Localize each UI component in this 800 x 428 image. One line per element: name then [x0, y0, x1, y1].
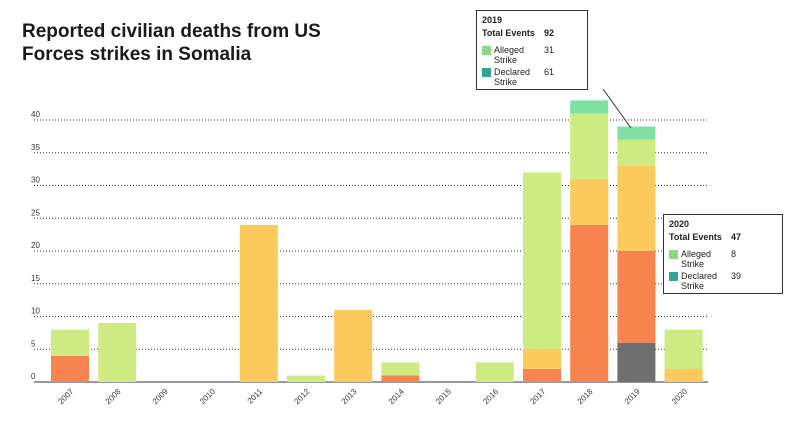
y-tick-label: 40 — [31, 110, 40, 119]
y-tick-label: 20 — [31, 241, 40, 250]
tooltip-declared-label: Declared Strike — [494, 67, 531, 87]
tooltip-year: 2019 — [482, 15, 503, 25]
bar-segment-2019 — [617, 165, 656, 251]
bar-segment-2018 — [570, 224, 609, 382]
tooltip-total-value: 47 — [731, 232, 742, 242]
tooltip-2019: 2019 Total Events 92 Alleged Strike 31 D… — [476, 10, 588, 90]
tooltip-2020: 2020 Total Events 47 Alleged Strike 8 De… — [663, 214, 783, 294]
bar-segment-2014 — [381, 375, 420, 382]
x-tick-label: 2020 — [670, 387, 689, 406]
bar-segment-2016 — [475, 362, 514, 382]
x-tick-label: 2018 — [576, 387, 595, 406]
x-tick-label: 2012 — [292, 387, 311, 406]
bar-segment-2018 — [570, 100, 609, 114]
x-axis-ticks: 2007 2008 2009 2010 2011 2012 2013 2014 2015 2016… — [56, 387, 689, 406]
declared-swatch — [669, 272, 678, 281]
bar-segment-2019 — [617, 342, 656, 382]
x-tick-label: 2016 — [481, 387, 500, 406]
bar-segment-2018 — [570, 178, 609, 225]
x-tick-label: 2014 — [387, 387, 406, 406]
bar-segment-2007 — [51, 355, 89, 382]
tooltip-declared-value: 39 — [731, 271, 742, 281]
chart-title: Reported civilian deaths from US Forces … — [22, 21, 321, 65]
x-tick-label: 2007 — [56, 387, 75, 406]
x-tick-label: 2008 — [104, 387, 123, 406]
declared-swatch — [482, 68, 491, 77]
y-tick-label: 0 — [31, 372, 36, 381]
bar-segment-2019 — [617, 251, 656, 343]
tooltip-connector — [602, 88, 632, 129]
bar-segment-2019 — [617, 139, 656, 166]
bar-segment-2020 — [664, 368, 703, 382]
bar-segment-2020 — [664, 329, 703, 369]
tooltip-total-label: Total Events — [669, 232, 722, 242]
x-tick-label: 2019 — [623, 387, 642, 406]
x-tick-label: 2011 — [246, 387, 265, 406]
tooltip-total-value: 92 — [544, 28, 555, 38]
bar-segment-2007 — [51, 329, 89, 356]
x-tick-label: 2009 — [151, 387, 170, 406]
y-tick-label: 15 — [31, 274, 40, 283]
y-axis-ticks: 0 5 10 15 20 25 30 35 40 — [31, 110, 40, 381]
tooltip-alleged-label: Alleged Strike — [494, 45, 525, 65]
y-tick-label: 35 — [31, 143, 40, 152]
bars — [51, 100, 703, 382]
bar-segment-2017 — [523, 172, 561, 350]
tooltip-year: 2020 — [669, 219, 690, 229]
x-tick-label: 2015 — [434, 387, 453, 406]
tooltip-declared-label: Declared Strike — [681, 271, 718, 291]
bar-segment-2017 — [523, 349, 561, 369]
y-tick-label: 30 — [31, 176, 40, 185]
tooltip-declared-value: 61 — [544, 67, 555, 77]
alleged-swatch — [669, 250, 678, 259]
bar-segment-2018 — [570, 113, 609, 179]
x-tick-label: 2013 — [340, 387, 359, 406]
tooltip-alleged-value: 31 — [544, 45, 555, 55]
x-tick-label: 2010 — [198, 387, 217, 406]
y-tick-label: 25 — [31, 208, 40, 217]
tooltip-alleged-value: 8 — [731, 249, 737, 259]
bar-segment-2014 — [381, 362, 420, 376]
y-tick-label: 10 — [31, 307, 40, 316]
bar-segment-2017 — [523, 368, 561, 382]
bar-segment-2012 — [287, 375, 325, 382]
bar-segment-2011 — [239, 224, 278, 382]
tooltip-alleged-label: Alleged Strike — [681, 249, 712, 269]
y-tick-label: 5 — [31, 339, 36, 348]
tooltip-total-label: Total Events — [482, 28, 535, 38]
alleged-swatch — [482, 46, 491, 55]
bar-segment-2019 — [617, 126, 656, 140]
bar-segment-2013 — [334, 309, 373, 382]
x-tick-label: 2017 — [528, 387, 547, 406]
bar-segment-2008 — [98, 323, 137, 382]
